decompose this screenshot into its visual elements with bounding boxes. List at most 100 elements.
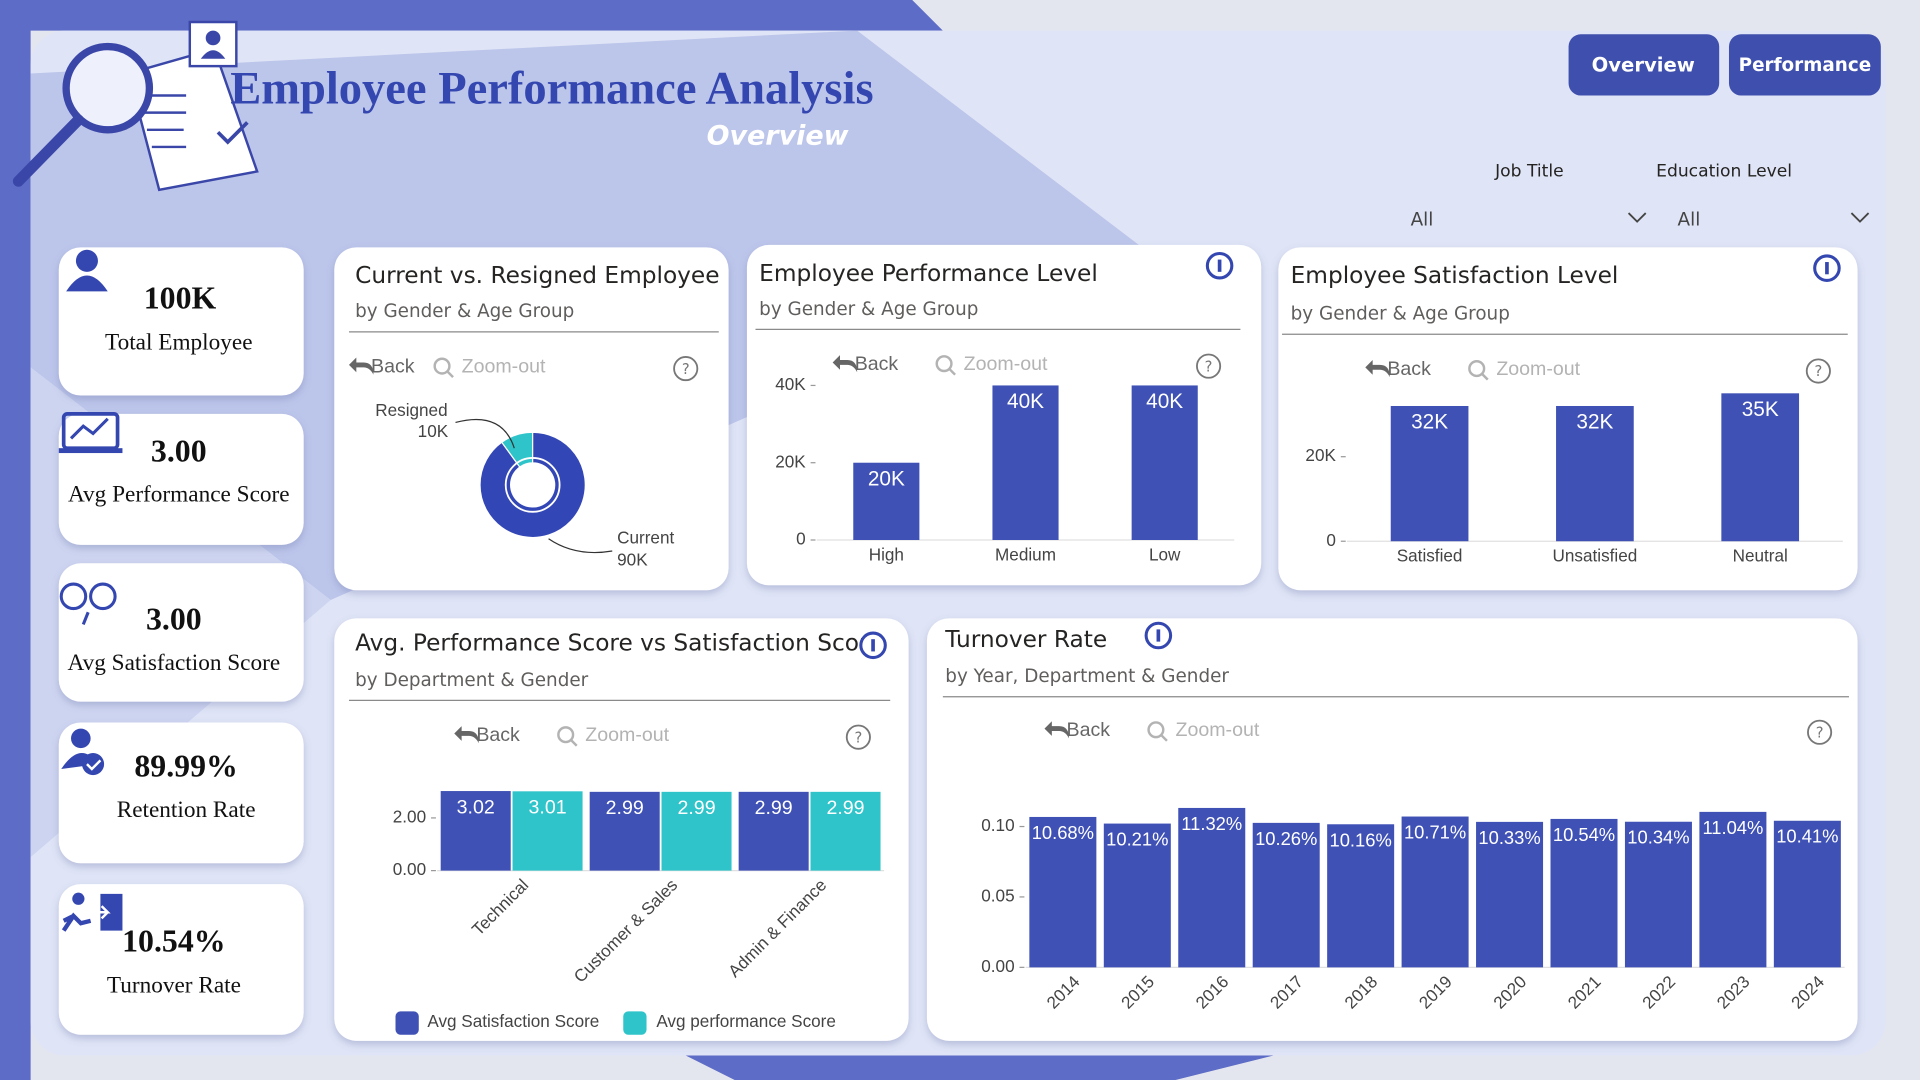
page-subtitle: Overview — [707, 121, 849, 152]
help-icon[interactable]: ? — [1814, 363, 1822, 380]
filter-value[interactable]: All — [1678, 209, 1701, 230]
bar-value-label: 20K — [868, 467, 905, 490]
chart-card — [334, 247, 729, 591]
bar-value-label: 10.21% — [1106, 829, 1168, 850]
chart-title: Employee Performance Level — [759, 260, 1098, 287]
bar — [1624, 821, 1692, 968]
help-icon[interactable]: ? — [1205, 358, 1213, 375]
y-tick-label: 0.10 — [981, 815, 1014, 835]
kpi-label: Avg Performance Score — [68, 481, 290, 507]
bar-value-label: 3.01 — [529, 797, 567, 819]
y-tick-label: 20K — [1305, 445, 1336, 465]
kpi-value: 3.00 — [151, 434, 207, 469]
y-tick-label: 0.00 — [393, 859, 426, 879]
help-icon[interactable] — [673, 356, 699, 382]
kpi-value: 3.00 — [146, 601, 202, 636]
toolbar-back[interactable]: Back — [855, 353, 899, 375]
bar — [1131, 385, 1198, 540]
bar — [440, 791, 511, 871]
y-tick-label: 40K — [775, 374, 806, 394]
chart-subtitle: by Department & Gender — [355, 670, 589, 691]
back-icon[interactable] — [454, 726, 479, 744]
toolbar-zoom[interactable]: Zoom-out — [1496, 358, 1580, 380]
x-tick-label: Unsatisfied — [1553, 546, 1638, 566]
back-icon[interactable] — [1044, 721, 1069, 739]
bar-value-label: 40K — [1007, 390, 1044, 413]
zoom-icon[interactable] — [1147, 721, 1165, 739]
legend-swatch — [395, 1011, 419, 1035]
zoom-icon[interactable] — [935, 355, 953, 373]
bar — [589, 791, 660, 871]
toolbar-back[interactable]: Back — [371, 356, 415, 378]
kpi-card — [58, 247, 304, 396]
filter-value[interactable]: All — [1411, 209, 1434, 230]
background-shape — [685, 1055, 1274, 1080]
zoom-icon[interactable] — [1468, 360, 1486, 378]
kpi-value: 10.54% — [122, 923, 225, 958]
bar — [1401, 816, 1469, 968]
y-tick-label: 20K — [775, 451, 806, 471]
zoom-icon[interactable] — [569, 738, 578, 747]
bar — [1550, 818, 1618, 968]
dropdown-chevron[interactable] — [1627, 212, 1647, 223]
zoom-icon[interactable] — [948, 367, 956, 376]
nav-label[interactable]: Overview — [1592, 54, 1695, 77]
toolbar-back[interactable]: Back — [476, 724, 520, 746]
bar-value-label: 3.02 — [457, 796, 495, 818]
y-tick-label: 0.00 — [981, 956, 1014, 976]
toolbar-zoom[interactable]: Zoom-out — [1176, 719, 1260, 741]
bar — [992, 385, 1059, 540]
bar-value-label: 10.71% — [1404, 822, 1466, 843]
back-icon[interactable] — [832, 355, 858, 373]
leader-line — [455, 418, 515, 449]
toolbar-zoom[interactable]: Zoom-out — [462, 356, 546, 378]
bar-value-label: 10.26% — [1255, 828, 1317, 849]
bar — [1390, 405, 1469, 542]
zoom-icon[interactable] — [1159, 733, 1168, 742]
bar — [1721, 393, 1800, 542]
help-icon[interactable]: ? — [1816, 724, 1824, 741]
toolbar-back[interactable]: Back — [1387, 358, 1431, 380]
help-icon[interactable] — [1196, 353, 1222, 379]
toolbar-zoom[interactable]: Zoom-out — [585, 724, 669, 746]
bar-value-label: 10.34% — [1627, 827, 1689, 848]
leader-line — [548, 538, 613, 554]
kpi-card — [58, 413, 304, 545]
back-icon[interactable] — [1365, 360, 1390, 378]
bar — [1178, 807, 1246, 968]
nav-button[interactable] — [1728, 34, 1881, 96]
bar — [1327, 824, 1395, 968]
chart-title: Employee Satisfaction Level — [1291, 262, 1619, 289]
legend-label: Avg Satisfaction Score — [427, 1011, 599, 1031]
zoom-icon[interactable] — [446, 370, 454, 379]
bar-value-label: 2.99 — [606, 797, 644, 819]
x-tick-label: Neutral — [1733, 546, 1788, 566]
donut-ring — [504, 457, 561, 513]
charts: Current vs. Resigned Employee by Gender &… — [334, 244, 1858, 1041]
nav-button[interactable] — [1568, 34, 1720, 96]
help-icon[interactable] — [845, 724, 871, 750]
help-icon[interactable] — [1805, 358, 1831, 384]
bar — [853, 462, 920, 540]
dropdown-chevron[interactable] — [1850, 212, 1870, 223]
x-tick-label: High — [869, 544, 904, 564]
kpi-label: Avg Satisfaction Score — [68, 650, 281, 676]
bar-value-label: 2.99 — [826, 797, 864, 819]
y-tick-label: 0 — [796, 529, 806, 549]
zoom-icon[interactable] — [557, 726, 575, 744]
kpi-label: Turnover Rate — [107, 972, 241, 998]
zoom-icon[interactable] — [1480, 372, 1489, 381]
chart-title: Turnover Rate — [944, 626, 1107, 653]
help-icon[interactable] — [1807, 719, 1833, 745]
zoom-icon[interactable] — [433, 357, 451, 375]
legend-label: Avg performance Score — [656, 1011, 836, 1031]
toolbar-zoom[interactable]: Zoom-out — [964, 353, 1048, 375]
nav-label[interactable]: Performance — [1739, 55, 1872, 76]
help-icon[interactable]: ? — [682, 361, 690, 378]
toolbar-back[interactable]: Back — [1067, 719, 1111, 741]
kpi-value: 89.99% — [134, 748, 237, 783]
back-icon[interactable] — [348, 357, 374, 375]
bar — [1476, 821, 1544, 968]
help-icon[interactable]: ? — [854, 729, 862, 746]
bar — [661, 791, 732, 871]
